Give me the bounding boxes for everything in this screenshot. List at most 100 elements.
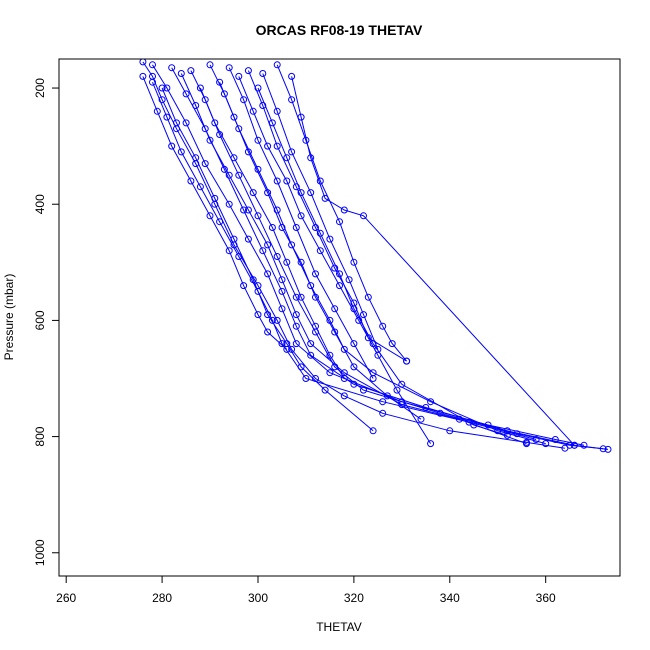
data-point bbox=[206, 136, 214, 144]
data-point bbox=[139, 72, 147, 80]
data-point bbox=[340, 345, 348, 353]
plot-area bbox=[58, 58, 621, 577]
data-point bbox=[566, 441, 574, 449]
data-point bbox=[240, 282, 248, 290]
data-point bbox=[225, 247, 233, 255]
data-point bbox=[201, 96, 209, 104]
data-point bbox=[244, 235, 252, 243]
data-point bbox=[149, 78, 156, 86]
series-line-15 bbox=[238, 76, 432, 444]
data-point bbox=[364, 293, 372, 301]
data-point bbox=[264, 142, 272, 150]
data-point bbox=[326, 369, 334, 377]
x-tick-label: 300 bbox=[248, 591, 268, 605]
data-point bbox=[268, 119, 276, 127]
data-point bbox=[196, 84, 204, 92]
data-point bbox=[177, 70, 185, 77]
series-line-18 bbox=[180, 73, 527, 445]
data-point bbox=[307, 351, 315, 359]
data-point bbox=[326, 351, 334, 359]
data-point bbox=[254, 311, 262, 319]
data-point bbox=[182, 90, 190, 98]
data-point bbox=[446, 427, 454, 435]
data-point bbox=[369, 375, 377, 382]
data-point bbox=[340, 369, 348, 377]
data-point bbox=[249, 107, 257, 115]
data-point bbox=[383, 392, 391, 400]
data-point bbox=[206, 212, 214, 220]
data-point bbox=[235, 171, 243, 179]
data-point bbox=[340, 392, 348, 400]
series-line-1 bbox=[142, 61, 565, 449]
series-line-11 bbox=[152, 82, 537, 440]
data-point bbox=[278, 340, 286, 348]
data-point bbox=[379, 409, 387, 417]
data-point bbox=[307, 154, 315, 162]
data-point bbox=[268, 316, 276, 324]
data-point bbox=[360, 311, 367, 319]
data-point bbox=[340, 206, 348, 214]
data-point bbox=[278, 287, 286, 295]
data-point bbox=[369, 427, 377, 435]
series-line-10 bbox=[291, 76, 575, 446]
data-point bbox=[168, 64, 176, 72]
data-point bbox=[283, 345, 291, 353]
data-point bbox=[264, 270, 272, 278]
y-tick-label: 200 bbox=[33, 78, 47, 98]
data-point bbox=[235, 125, 243, 133]
data-point bbox=[297, 113, 305, 121]
data-point bbox=[173, 119, 180, 127]
data-point bbox=[273, 61, 281, 69]
data-point bbox=[417, 415, 425, 423]
series-line-5 bbox=[209, 64, 546, 445]
data-point bbox=[259, 102, 267, 109]
data-point bbox=[230, 113, 238, 121]
data-point bbox=[254, 287, 262, 295]
data-point bbox=[580, 441, 588, 449]
data-point bbox=[288, 72, 296, 80]
data-point bbox=[336, 218, 343, 226]
data-point bbox=[321, 194, 329, 202]
y-tick-label: 800 bbox=[33, 426, 47, 446]
x-tick-label: 360 bbox=[536, 591, 556, 605]
data-point bbox=[542, 440, 550, 448]
series-line-16 bbox=[257, 87, 508, 436]
data-point bbox=[283, 154, 291, 162]
data-point bbox=[153, 107, 161, 115]
data-point bbox=[225, 200, 233, 208]
data-point bbox=[278, 224, 286, 231]
data-point bbox=[398, 380, 406, 388]
data-point bbox=[297, 189, 305, 197]
y-axis: 200 400 600 800 1000 bbox=[33, 78, 60, 566]
data-point bbox=[360, 386, 367, 394]
data-point bbox=[240, 96, 248, 104]
series-line-12 bbox=[161, 87, 374, 432]
data-point bbox=[268, 224, 276, 231]
data-point bbox=[302, 375, 310, 382]
data-point bbox=[225, 64, 233, 72]
series-layer bbox=[139, 59, 612, 453]
data-point bbox=[292, 311, 300, 319]
data-point bbox=[259, 70, 267, 77]
data-point bbox=[388, 340, 396, 348]
data-point bbox=[336, 270, 343, 278]
data-point bbox=[240, 206, 248, 214]
data-point bbox=[206, 61, 214, 69]
data-point bbox=[264, 189, 272, 197]
data-point bbox=[379, 398, 387, 406]
data-point bbox=[312, 270, 319, 278]
data-point bbox=[350, 363, 358, 371]
data-point bbox=[570, 441, 578, 449]
data-point bbox=[216, 78, 224, 86]
data-point bbox=[216, 218, 224, 226]
data-point bbox=[427, 398, 435, 406]
data-point bbox=[336, 282, 343, 290]
data-point bbox=[163, 84, 171, 92]
data-point bbox=[312, 293, 319, 301]
data-point bbox=[297, 363, 305, 371]
data-point bbox=[264, 328, 272, 336]
data-point bbox=[211, 194, 219, 202]
data-point bbox=[264, 311, 272, 319]
series-line-13 bbox=[142, 76, 288, 350]
